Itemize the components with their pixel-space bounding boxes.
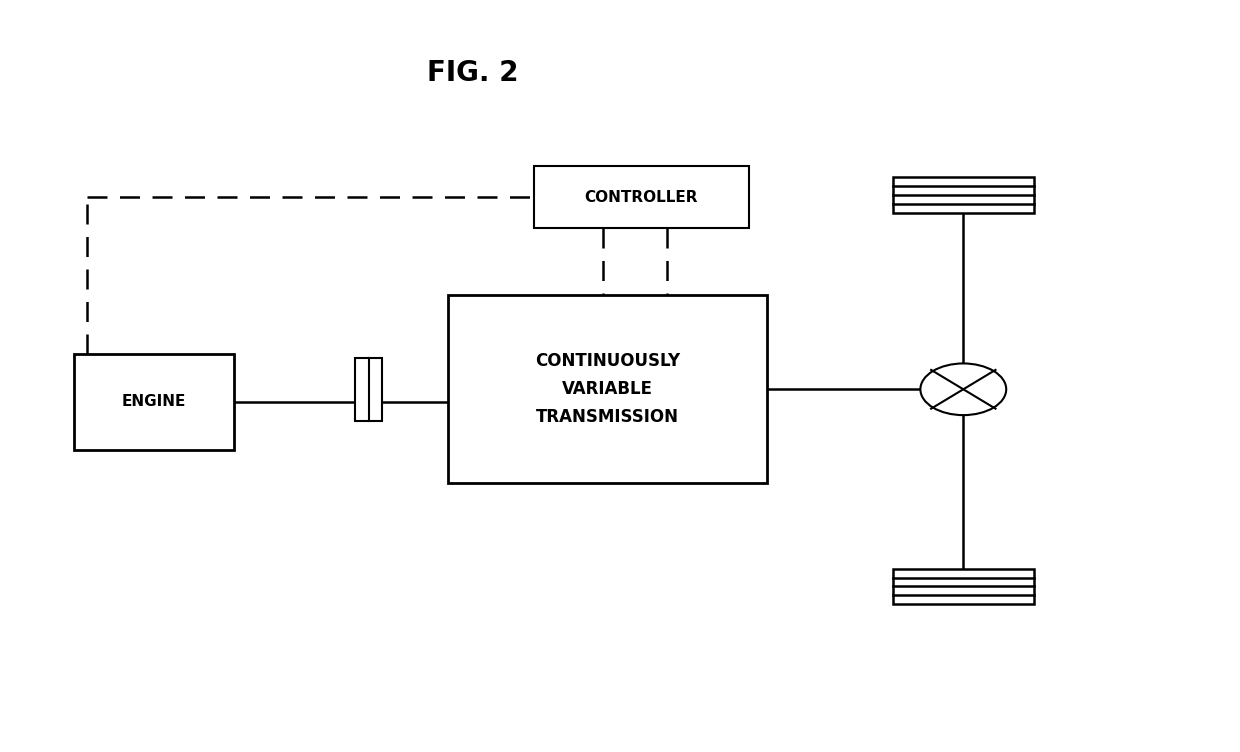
Text: ENGINE: ENGINE [122,394,186,409]
FancyBboxPatch shape [355,358,382,420]
Circle shape [920,363,1006,415]
Text: CONTROLLER: CONTROLLER [585,190,698,205]
Text: FIG. 2: FIG. 2 [427,59,518,87]
FancyBboxPatch shape [449,295,768,483]
FancyBboxPatch shape [893,569,1034,604]
FancyBboxPatch shape [893,177,1034,213]
FancyBboxPatch shape [74,354,234,450]
Text: CONTINUOUSLY
VARIABLE
TRANSMISSION: CONTINUOUSLY VARIABLE TRANSMISSION [536,352,681,426]
FancyBboxPatch shape [534,165,749,229]
